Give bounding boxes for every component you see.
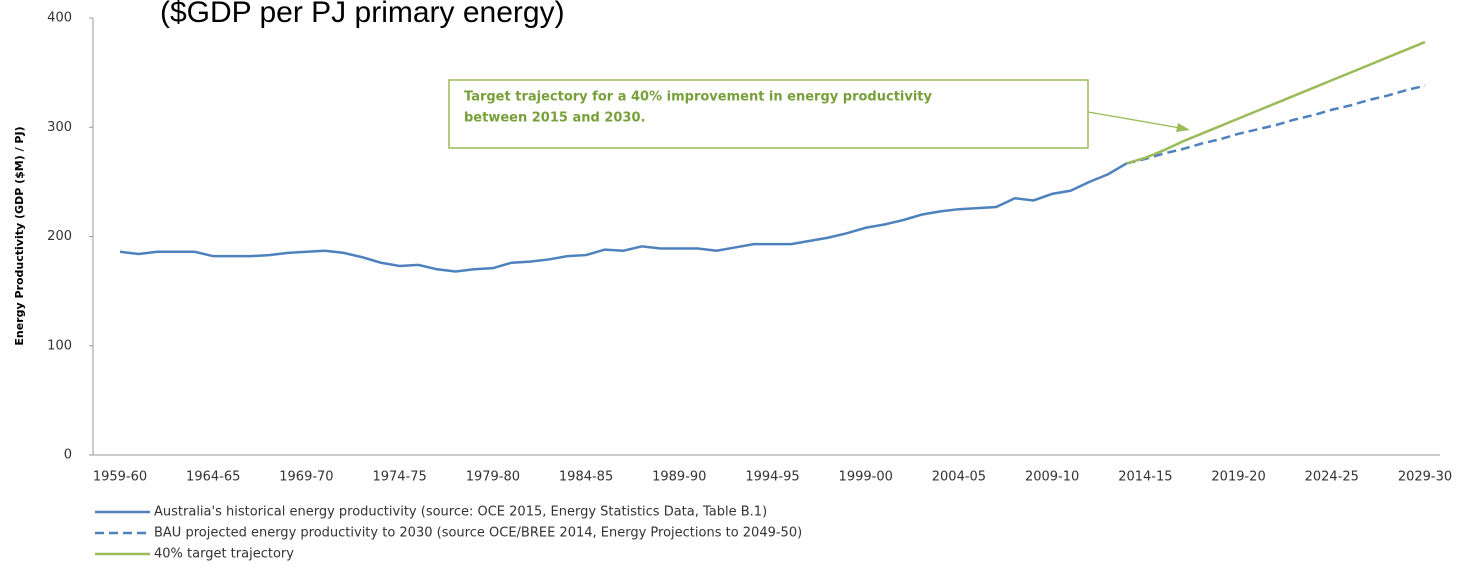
series-line bbox=[1126, 40, 1426, 165]
x-tick-label: 2029-30 bbox=[1398, 470, 1452, 485]
x-tick-label: 1964-65 bbox=[186, 470, 240, 485]
y-tick-label: 400 bbox=[47, 11, 72, 26]
chart-subtitle: ($GDP per PJ primary energy) bbox=[160, 0, 565, 29]
annotation-text: between 2015 and 2030. bbox=[464, 111, 645, 126]
annotation-box bbox=[448, 79, 1089, 149]
x-tick-label: 1989-90 bbox=[652, 470, 706, 485]
annotation-arrow bbox=[1087, 111, 1187, 130]
x-tick-label: 2019-20 bbox=[1211, 470, 1265, 485]
series-line bbox=[1126, 84, 1426, 165]
annotation-arrowhead bbox=[1176, 123, 1190, 132]
y-tick-label: 200 bbox=[47, 229, 72, 244]
y-axis-label: Energy Productivity (GDP ($M) / PJ) bbox=[13, 126, 26, 345]
x-tick-label: 1994-95 bbox=[745, 470, 799, 485]
x-tick-label: 1969-70 bbox=[279, 470, 333, 485]
legend-label: BAU projected energy productivity to 203… bbox=[154, 526, 802, 541]
x-tick-label: 2014-15 bbox=[1118, 470, 1172, 485]
legend-label: Australia's historical energy productivi… bbox=[154, 505, 767, 520]
x-tick-label: 1959-60 bbox=[93, 470, 147, 485]
x-tick-label: 1999-00 bbox=[839, 470, 893, 485]
y-tick-label: 300 bbox=[47, 120, 72, 135]
annotation-text: Target trajectory for a 40% improvement … bbox=[464, 90, 933, 105]
x-tick-label: 1974-75 bbox=[372, 470, 426, 485]
x-tick-label: 2009-10 bbox=[1025, 470, 1079, 485]
y-tick-label: 100 bbox=[47, 338, 72, 353]
x-tick-label: 2024-25 bbox=[1305, 470, 1359, 485]
x-tick-label: 2004-05 bbox=[932, 470, 986, 485]
x-tick-label: 1984-85 bbox=[559, 470, 613, 485]
series-line bbox=[119, 162, 1128, 273]
x-tick-label: 1979-80 bbox=[466, 470, 520, 485]
y-tick-label: 0 bbox=[64, 448, 72, 463]
legend-label: 40% target trajectory bbox=[154, 547, 294, 562]
